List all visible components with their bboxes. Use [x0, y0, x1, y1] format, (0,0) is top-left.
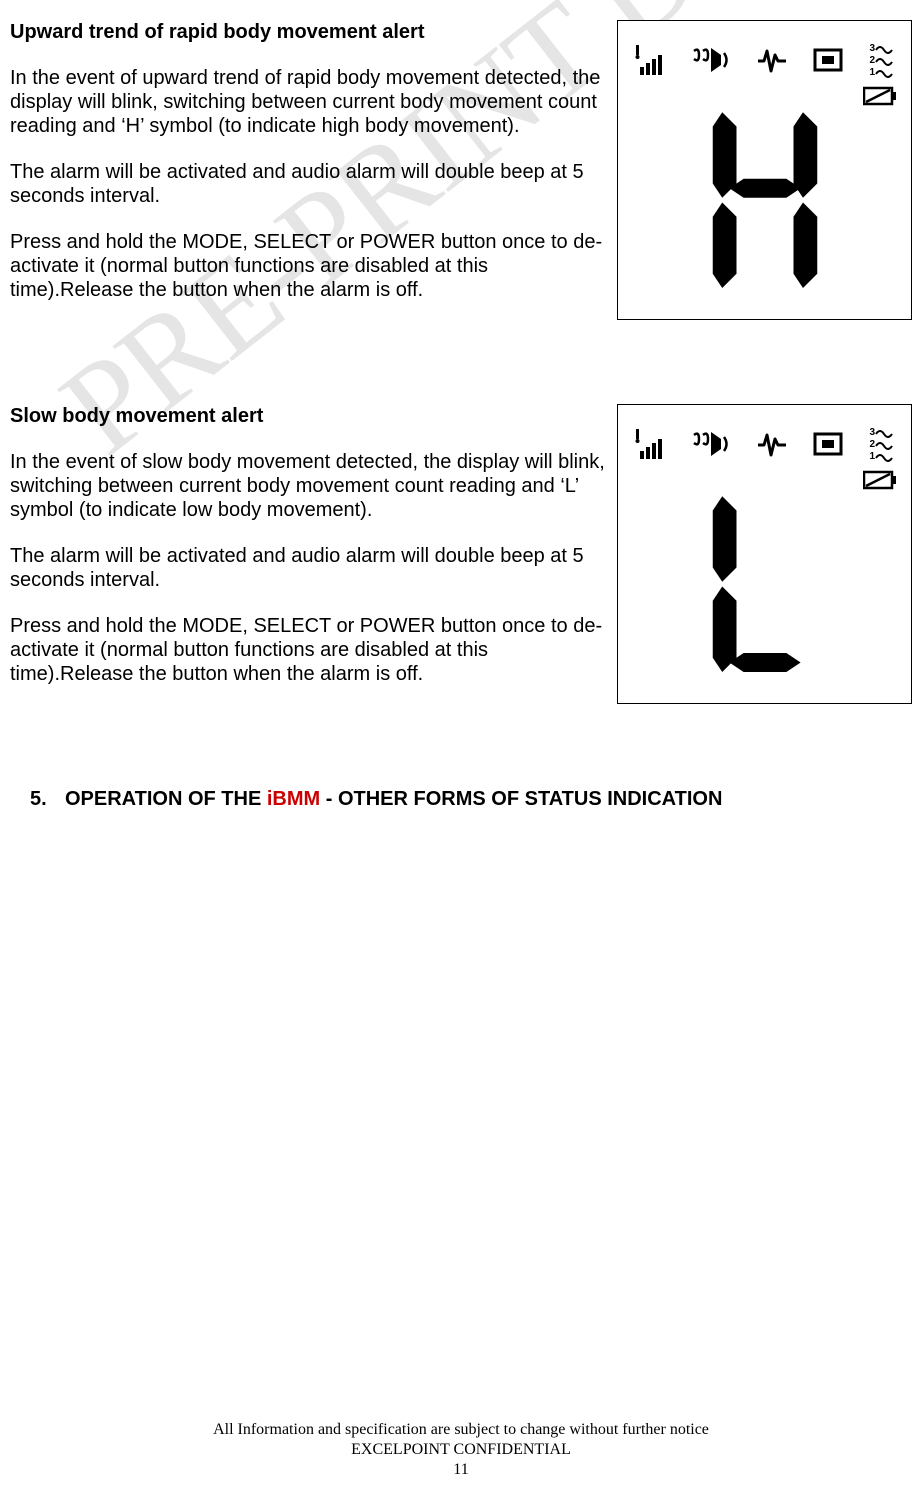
section-slow-alert: Slow body movement alert In the event of…	[10, 404, 912, 708]
section2-p2: The alarm will be activated and audio al…	[10, 544, 607, 592]
heartbeat-icon	[756, 45, 788, 75]
vibration-alarm-icon	[691, 429, 731, 459]
channel-1: 1	[867, 67, 893, 79]
heartbeat-icon	[756, 429, 788, 459]
heading-suffix: - OTHER FORMS OF STATUS INDICATION	[320, 788, 722, 810]
channel-3: 3	[867, 427, 893, 439]
heading-number: 5.	[30, 788, 65, 811]
footer-line2: EXCELPOINT CONFIDENTIAL	[0, 1440, 922, 1460]
section1-p2: The alarm will be activated and audio al…	[10, 160, 607, 208]
heading-prefix: OPERATION OF THE	[65, 788, 267, 810]
signal-icon	[632, 429, 666, 459]
footer-line1: All Information and specification are su…	[0, 1420, 922, 1440]
seven-seg-h	[705, 98, 825, 288]
lcd-display-h: 3 2 1	[617, 20, 912, 320]
signal-icon	[632, 45, 666, 75]
channel-3: 3	[867, 43, 893, 55]
lcd-display-l: 3 2 1	[617, 404, 912, 704]
channel-2: 2	[867, 55, 893, 67]
page-footer: All Information and specification are su…	[0, 1420, 922, 1480]
vibration-alarm-icon	[691, 45, 731, 75]
channel-2: 2	[867, 439, 893, 451]
battery-icon	[863, 469, 897, 491]
alarm-box-icon	[812, 45, 844, 75]
section2-p1: In the event of slow body movement detec…	[10, 450, 607, 522]
section1-p1: In the event of upward trend of rapid bo…	[10, 66, 607, 138]
heading-product: iBMM	[267, 788, 320, 810]
section-upward-alert: Upward trend of rapid body movement aler…	[10, 20, 912, 324]
section2-title: Slow body movement alert	[10, 404, 607, 428]
section2-p3: Press and hold the MODE, SELECT or POWER…	[10, 614, 607, 686]
section1-p3: Press and hold the MODE, SELECT or POWER…	[10, 230, 607, 302]
alarm-box-icon	[812, 429, 844, 459]
section-5-heading: 5. OPERATION OF THE iBMM - OTHER FORMS O…	[30, 788, 912, 811]
battery-icon	[863, 85, 897, 107]
section1-title: Upward trend of rapid body movement aler…	[10, 20, 607, 44]
seven-seg-l	[705, 482, 825, 672]
footer-page: 11	[0, 1460, 922, 1480]
channel-1: 1	[867, 451, 893, 463]
